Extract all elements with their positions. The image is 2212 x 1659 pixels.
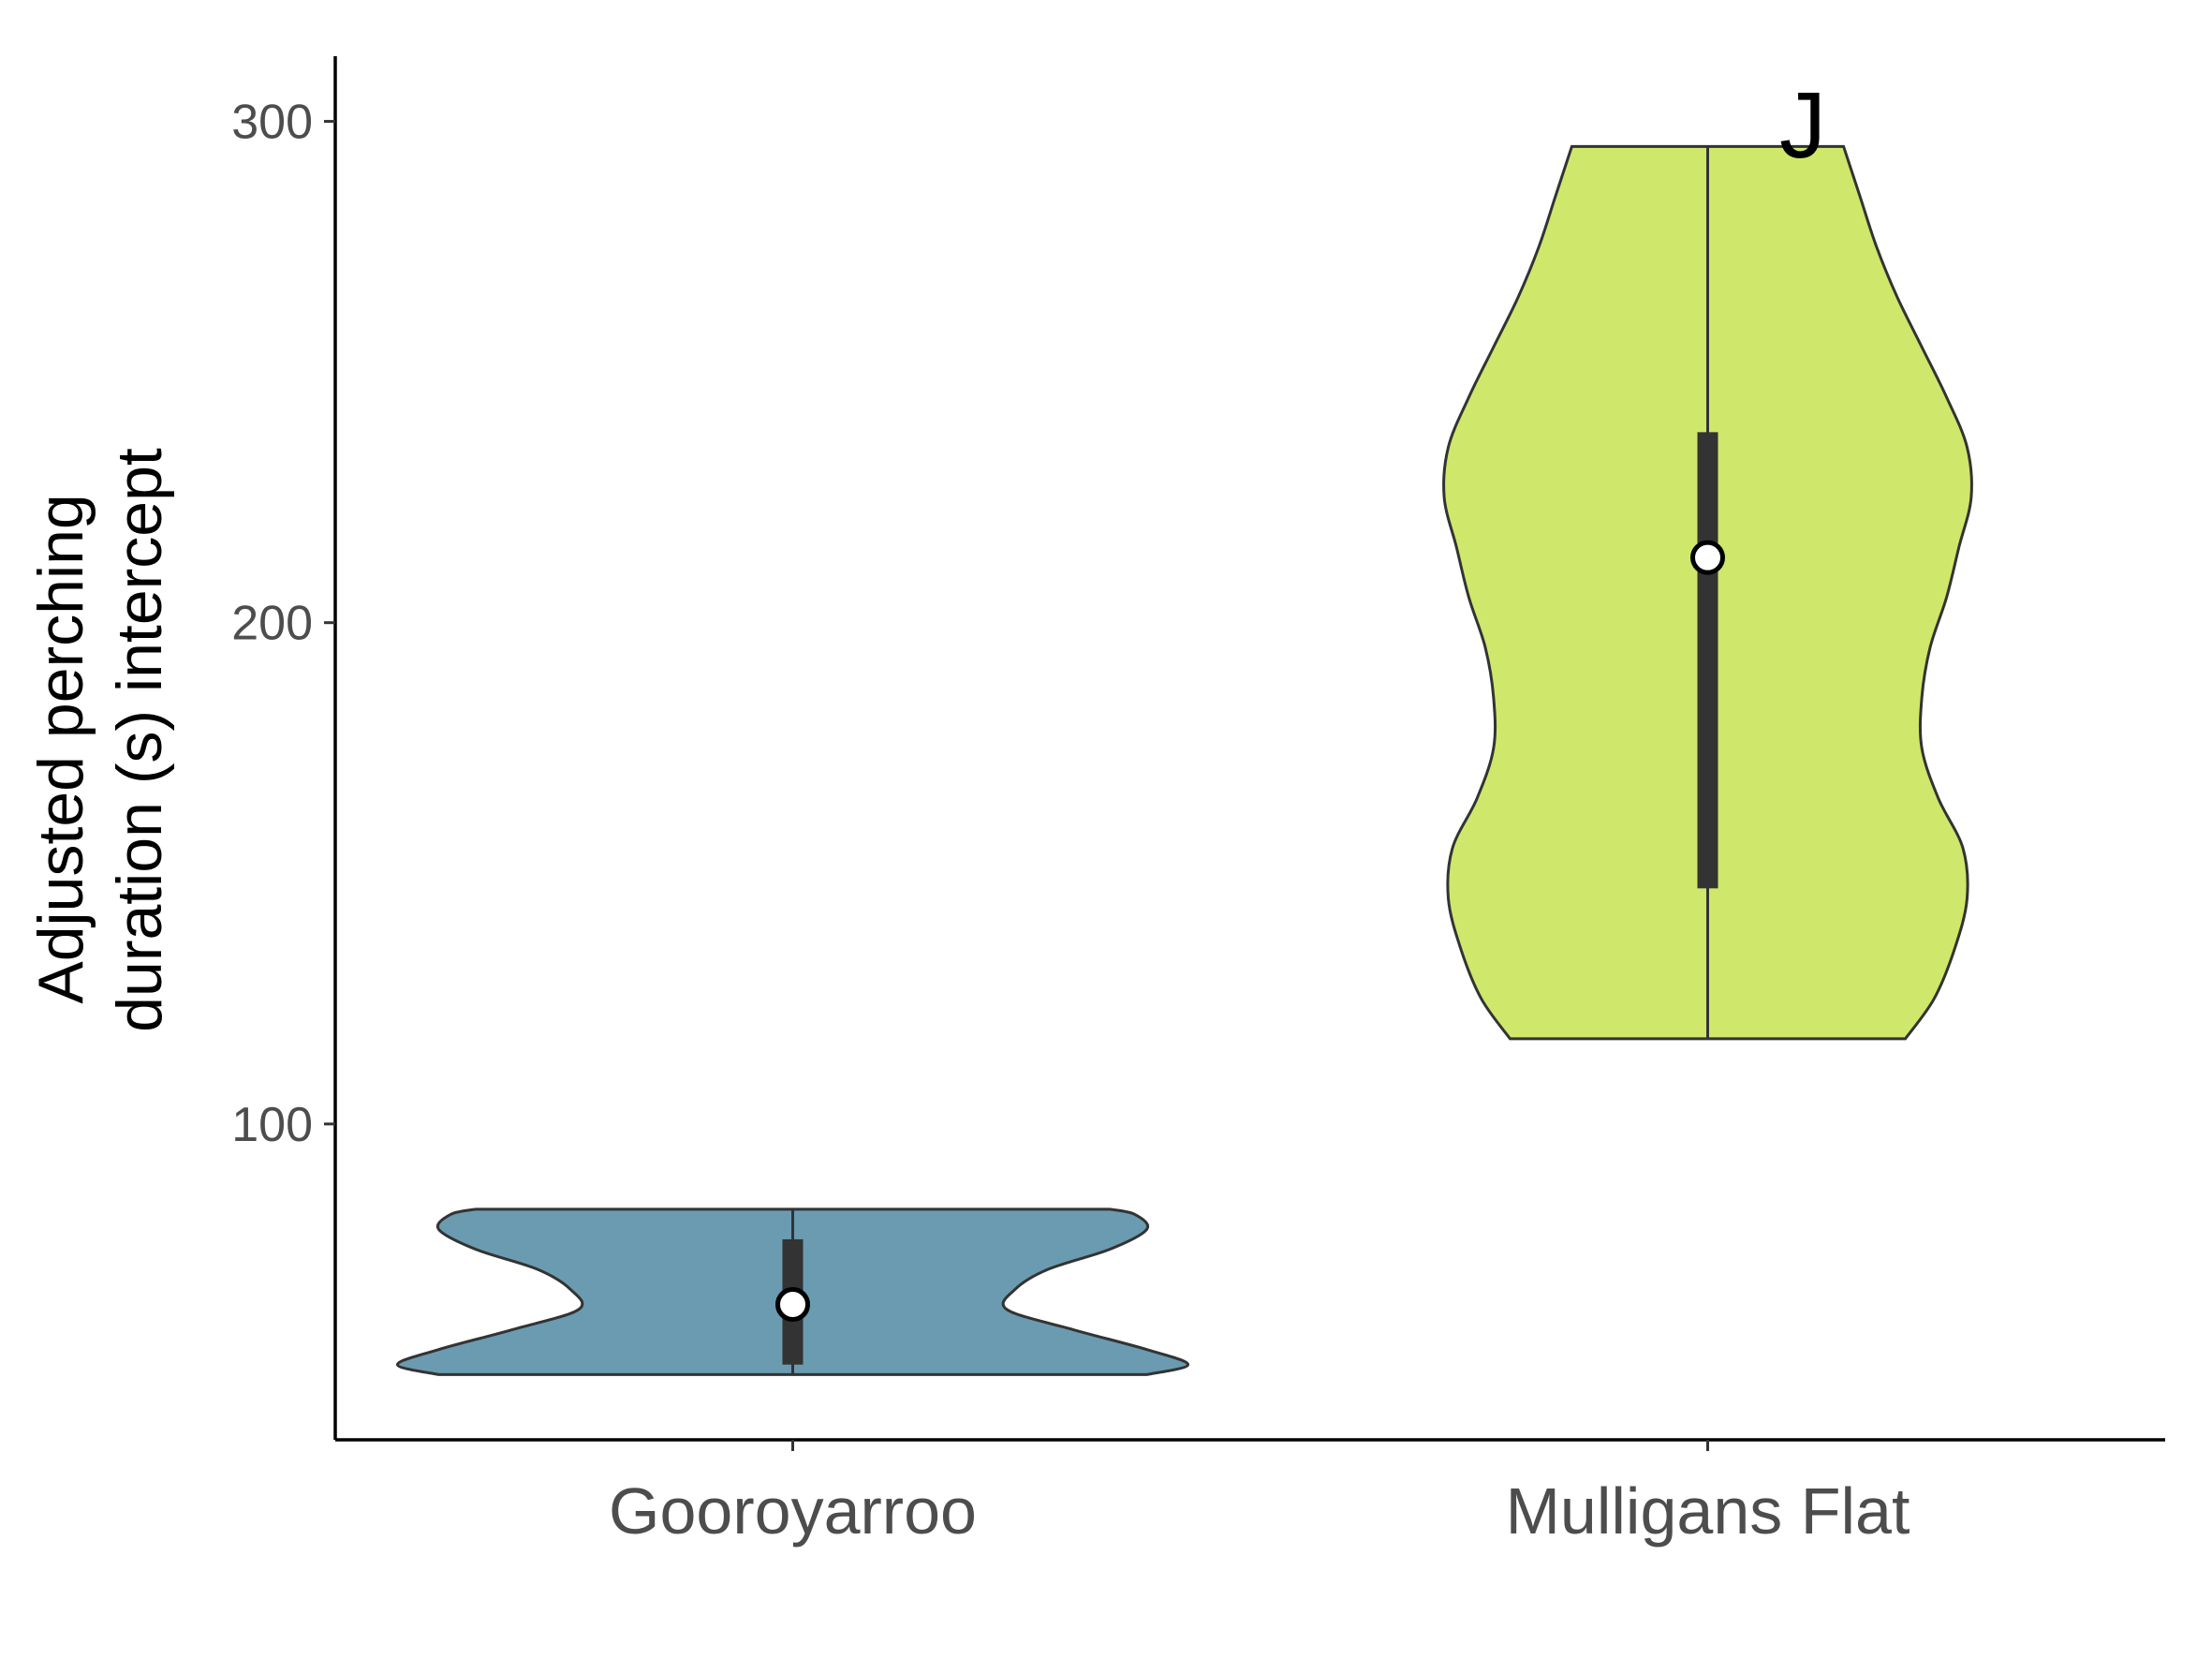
iqr-bar [1697, 432, 1718, 889]
y-axis-title-line-2: duration (s) intercept [104, 448, 175, 1032]
y-tick-label: 100 [231, 1098, 313, 1152]
axes-layer [333, 56, 2165, 1442]
y-axis-title-line-1: Adjusted perching [25, 494, 96, 1003]
violins-layer [395, 144, 1973, 1376]
panel-tag: J [1779, 73, 1826, 178]
y-tick-label: 300 [231, 96, 313, 150]
y-axis-title: Adjusted perching duration (s) intercept [25, 448, 175, 1032]
y-ticks: 100 200 300 [231, 96, 335, 1152]
x-tick-label: Mulligans Flat [1506, 1474, 1910, 1548]
median-point [775, 1287, 810, 1323]
x-tick-label: Gooroyarroo [609, 1474, 977, 1548]
y-tick-label: 200 [231, 597, 313, 651]
x-labels: Gooroyarroo Mulligans Flat [609, 1440, 1910, 1548]
boxes-layer [775, 146, 1725, 1375]
median-point [1690, 540, 1725, 575]
